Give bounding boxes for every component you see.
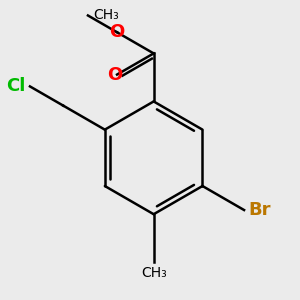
Text: CH₃: CH₃: [141, 266, 166, 280]
Text: Br: Br: [248, 201, 271, 219]
Text: O: O: [107, 66, 122, 84]
Text: CH₃: CH₃: [93, 8, 119, 22]
Text: O: O: [110, 23, 125, 41]
Text: Cl: Cl: [6, 77, 26, 95]
